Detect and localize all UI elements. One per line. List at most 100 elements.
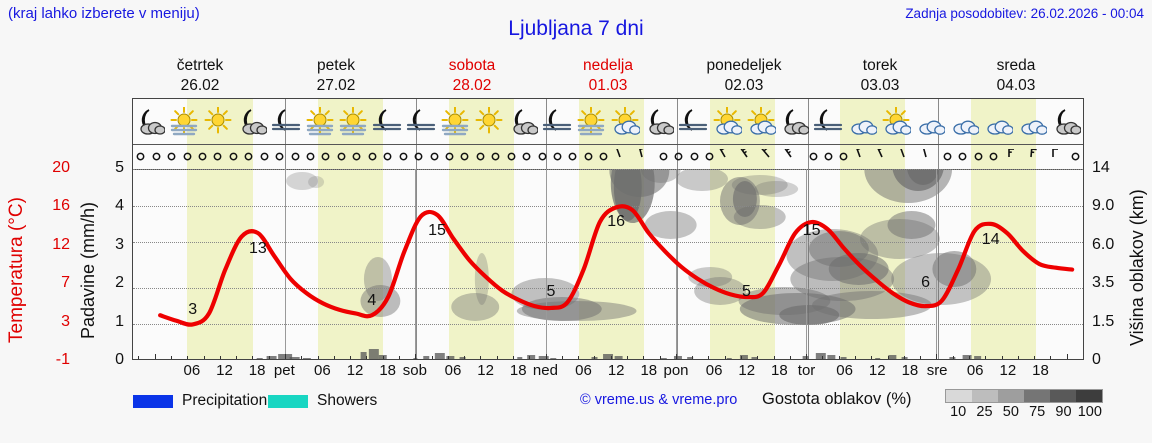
wind-barb-cell [442,149,457,164]
cloud-density-scale [945,389,1103,403]
location-menu-note[interactable]: (kraj lahko izberete v meniju) [8,5,200,22]
wind-barb-cell [303,149,318,164]
axis-tick [285,354,286,359]
weather-icon-cell [506,99,540,144]
x-axis-label: pon [663,362,689,379]
temperature-value-label: 16 [607,212,626,230]
wind-calm-icon [399,152,408,161]
x-axis-label: sre [926,362,948,379]
gridline-horizontal [133,169,1083,170]
temperature-value-label: 14 [981,230,1000,248]
wind-barb-cell [426,149,441,164]
wind-barb-cell [739,148,761,165]
day-date: 27.02 [316,77,356,94]
day-name: ponedeljek [706,57,782,74]
axis-tick [806,354,808,359]
wind-barb-cell [896,148,918,165]
axis-tick-label: 4 [115,197,124,215]
wind-calm-icon [476,152,485,161]
wind-calm-icon [445,152,454,161]
x-axis-label: pet [273,362,295,379]
wind-calm-icon [705,152,714,161]
temperature-value-label: 15 [802,221,821,239]
wind-barb-cell [148,149,163,164]
x-axis-label: 06 [444,362,462,379]
wind-calm-icon [989,152,998,161]
axis-tick [855,356,856,359]
sun-fog-icon [441,106,469,135]
wind-calm-icon [337,152,346,161]
axis-tick-label: 0 [115,351,124,368]
wind-barb-cell [241,149,256,164]
sun-cloud-icon [713,106,742,135]
sun-fog-icon [306,106,334,135]
cloud-density-scale-labels: 10 25 50 75 90 100 [945,404,1103,422]
weather-icon-cell [811,99,845,144]
axis-tick [317,356,319,359]
wind-calm-icon [553,152,562,161]
legend-showers-label: Showers [317,392,378,409]
wind-barb-icon [1052,148,1059,157]
gridline-horizontal [133,242,1083,244]
wind-calm-icon [152,152,161,161]
precipitation-axis-title: Padavine (mm/h) [78,201,98,339]
day-name: sreda [996,57,1036,74]
wind-barb-cell [1023,148,1045,165]
axis-tick-label: 1 [115,312,124,330]
temperature-line [160,206,1072,324]
copyright-link[interactable]: © vreme.us & vreme.pro [580,392,738,408]
axis-tick [594,356,596,359]
weather-icon-cell [404,99,438,144]
day-date: 26.02 [180,77,220,94]
wind-barb-cell [971,149,986,164]
moon-cloud-icon [649,108,674,135]
wind-calm-icon [460,152,469,161]
x-axis-label: ned [532,362,558,379]
axis-tick-label: 0 [1092,351,1101,368]
weather-icon-cell [676,99,710,144]
cloud-density-tick-label: 90 [1055,404,1072,420]
weather-icon-cell [744,99,778,144]
temperature-curve [133,169,1083,360]
axis-tick [513,356,514,359]
day-date: 01.03 [588,77,628,94]
wind-barb-cell [852,148,874,165]
axis-tick-label: -1 [55,351,70,368]
axis-tick [1017,356,1019,359]
axis-tick-label: 16 [52,197,70,215]
cloud-icon [987,120,1013,135]
weather-icon-cell [235,99,269,144]
cloud-density-legend-title: Gostota oblakov (%) [762,390,912,408]
axis-tick [610,356,612,359]
weather-icon-cell [269,99,303,144]
day-date: 04.03 [996,77,1036,94]
legend-row: Precipitation Showers [0,388,1152,428]
weather-icon-cell [438,99,472,144]
temperature-value-label: 13 [248,240,267,257]
moon-cloud-icon [784,108,810,135]
wind-barb-cell [634,148,656,165]
wind-barb-cell [821,149,836,164]
x-axis-label: 18 [248,362,266,379]
axis-tick [480,356,482,359]
wind-calm-icon [491,152,500,161]
cloud-density-tick-label: 50 [1002,404,1019,420]
cloud-density-tick-label: 75 [1029,404,1046,420]
weather-icon-cell [472,99,506,144]
wind-barb-icon [1030,148,1038,157]
sun-icon [204,106,232,133]
wind-calm-icon [352,152,361,161]
cloud-density-tick-label: 100 [1077,404,1102,420]
temperature-axis-title: Temperatura (°C) [6,197,27,343]
wind-barb-cell [918,148,940,165]
axis-tick-label: 5 [115,159,124,176]
wind-barb-cell [581,149,596,164]
weather-icon-cell [778,99,812,144]
day-separator [677,99,678,359]
axis-tick [773,356,775,359]
wind-calm-icon [275,152,284,161]
axis-tick [692,356,694,359]
wind-barb-cell [226,149,241,164]
wind-calm-icon [507,152,516,161]
cloud-density-swatch [946,390,972,402]
